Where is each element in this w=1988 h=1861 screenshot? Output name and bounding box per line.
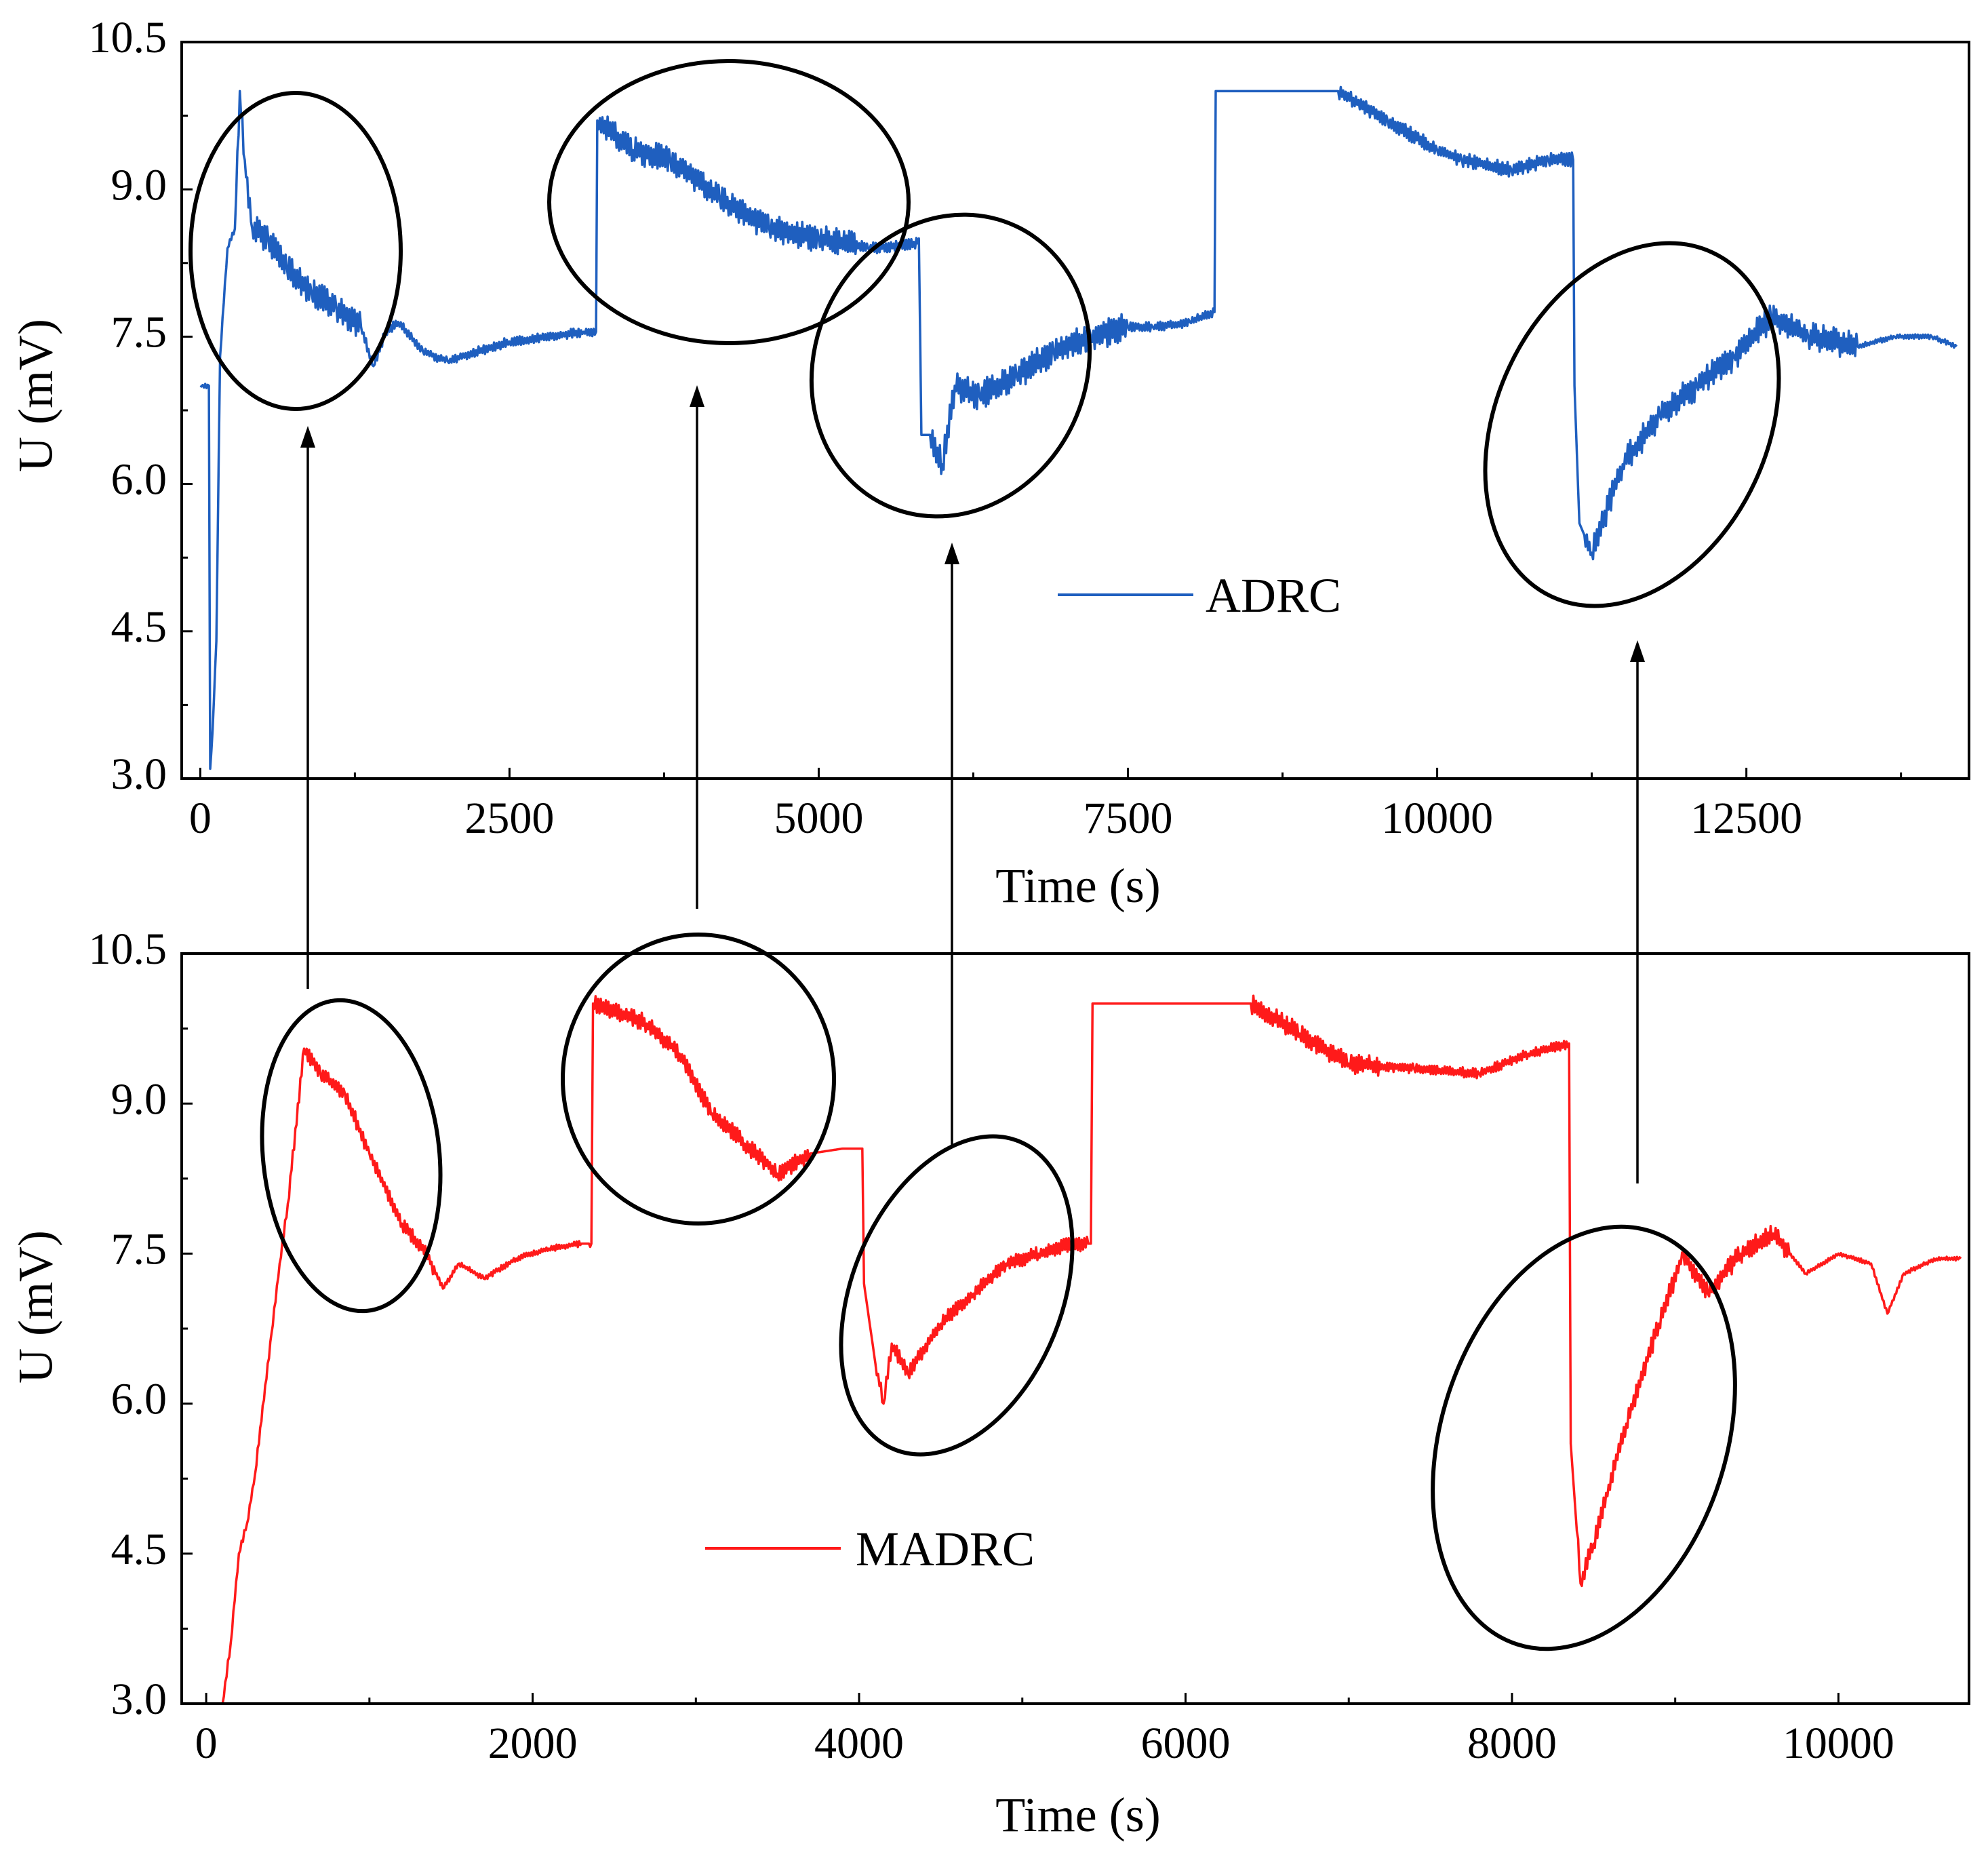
top-ytick-label: 10.5 <box>89 13 167 62</box>
bottom-chart: U (mV) Time (s) 0 2000 4000 6000 8000 10… <box>9 924 1970 1842</box>
top-ytick-label: 6.0 <box>111 455 167 505</box>
bottom-xlabel: Time (s) <box>995 1788 1160 1842</box>
bottom-ytick-label: 3.0 <box>111 1674 167 1724</box>
bottom-ytick-label: 6.0 <box>111 1375 167 1424</box>
top-legend: ADRC <box>1058 568 1341 623</box>
top-y-axis-title: U (mV) <box>9 319 63 472</box>
top-xtick-label: 5000 <box>774 794 863 843</box>
bottom-ticks: 0 2000 4000 6000 8000 10000 3.0 4.5 6.0 … <box>89 924 1894 1768</box>
bottom-ytick-label: 9.0 <box>111 1074 167 1124</box>
highlight-ellipse <box>1483 241 1781 608</box>
bottom-xtick-label: 2000 <box>488 1719 578 1768</box>
top-xtick-label: 7500 <box>1084 794 1173 843</box>
annotation-arrow-head <box>300 426 315 448</box>
bottom-xtick-label: 4000 <box>814 1719 904 1768</box>
bottom-ytick-label: 7.5 <box>111 1225 167 1274</box>
bottom-y-axis-title: U (mV) <box>9 1230 63 1384</box>
bottom-xtick-label: 10000 <box>1783 1719 1894 1768</box>
bottom-plot-frame <box>180 952 1970 1705</box>
bottom-ytick-label: 4.5 <box>111 1525 167 1574</box>
highlight-ellipse <box>188 91 403 411</box>
top-series-adrc-line <box>199 85 1958 770</box>
top-plot-frame <box>180 41 1970 780</box>
highlight-ellipse <box>809 212 1092 519</box>
bottom-series-madrc-line <box>221 994 1962 1704</box>
top-xtick-label: 0 <box>189 794 212 843</box>
top-xtick-label: 12500 <box>1690 794 1802 843</box>
bottom-legend: MADRC <box>705 1522 1035 1576</box>
top-chart: U (mV) Time (s) 0 2500 5000 7500 10000 1… <box>9 13 1970 913</box>
top-ytick-label: 3.0 <box>111 749 167 799</box>
bottom-highlight-ellipses <box>260 933 1737 1651</box>
top-ticks: 0 2500 5000 7500 10000 12500 3.0 4.5 6.0… <box>89 13 1903 843</box>
bottom-xtick-label: 8000 <box>1467 1719 1557 1768</box>
top-ytick-label: 7.5 <box>111 308 167 357</box>
top-xtick-label: 10000 <box>1381 794 1493 843</box>
top-xlabel: Time (s) <box>995 859 1160 913</box>
top-yticks: 3.0 4.5 6.0 7.5 9.0 10.5 <box>89 13 193 799</box>
highlight-ellipse <box>561 933 836 1226</box>
bottom-ylabel: U (mV) <box>9 1230 63 1384</box>
top-xtick-label: 2500 <box>464 794 554 843</box>
bottom-xticks: 0 2000 4000 6000 8000 10000 <box>195 1693 1894 1768</box>
highlight-ellipse <box>1431 1224 1737 1651</box>
annotation-arrow-head <box>1630 640 1645 662</box>
bottom-xtick-label: 6000 <box>1140 1719 1230 1768</box>
top-ytick-label: 4.5 <box>111 602 167 652</box>
top-ylabel: U (mV) <box>9 319 63 472</box>
highlight-ellipse <box>547 59 911 345</box>
bottom-yticks: 3.0 4.5 6.0 7.5 9.0 10.5 <box>89 924 193 1724</box>
bottom-legend-label: MADRC <box>856 1522 1035 1576</box>
top-highlight-ellipses <box>188 59 1781 608</box>
highlight-ellipse <box>260 998 443 1314</box>
annotation-arrows <box>300 385 1645 1183</box>
annotation-arrow-head <box>690 385 704 407</box>
highlight-ellipse <box>839 1134 1075 1457</box>
top-ytick-label: 9.0 <box>111 160 167 210</box>
top-legend-label: ADRC <box>1206 568 1341 623</box>
top-xticks: 0 2500 5000 7500 10000 12500 <box>189 768 1802 843</box>
bottom-ytick-label: 10.5 <box>89 924 167 974</box>
annotation-arrow-head <box>945 543 959 564</box>
bottom-xtick-label: 0 <box>195 1719 218 1768</box>
bottom-minor-ticks <box>182 1027 1677 1704</box>
